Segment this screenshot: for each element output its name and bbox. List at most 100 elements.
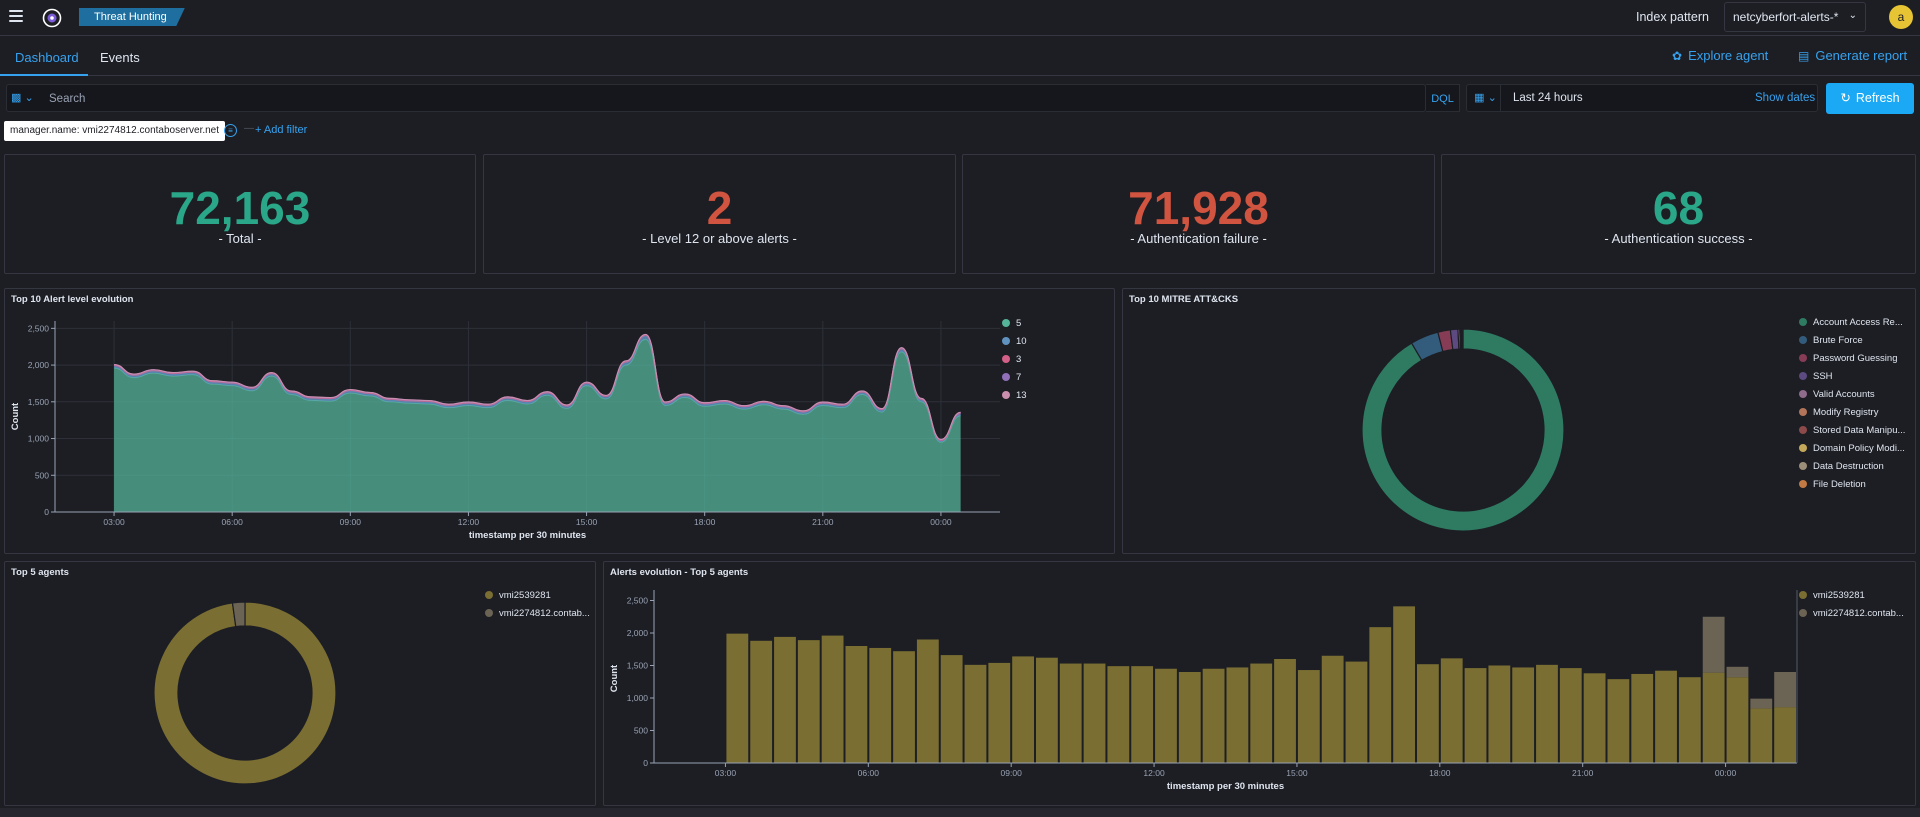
alert-level-evolution-panel: Top 10 Alert level evolution 0 500 1,000 1,… [4, 288, 1115, 554]
index-pattern-select[interactable]: netcyberfort-alerts-* ⌄ [1724, 2, 1866, 32]
dql-toggle-button[interactable]: DQL [1426, 84, 1460, 112]
search-input[interactable] [49, 89, 1419, 109]
legend-item[interactable]: SSH [1799, 367, 1905, 385]
legend-item[interactable]: Data Destruction [1799, 457, 1905, 475]
legend-label: 3 [1016, 353, 1022, 365]
legend-item[interactable]: Modify Registry [1799, 403, 1905, 421]
user-avatar[interactable]: a [1889, 5, 1913, 29]
saved-query-menu-button[interactable]: ▩ ⌄ [11, 92, 34, 104]
legend-swatch [1799, 444, 1807, 452]
x-tick-label: 09:00 [1001, 768, 1023, 778]
metric-label-auth-failure: - Authentication failure - [1130, 231, 1267, 246]
app-logo-icon[interactable] [42, 8, 62, 28]
legend-item[interactable]: vmi2274812.contab... [485, 604, 590, 622]
bar-series-vmi2274812 [1750, 698, 1773, 709]
filter-options-icon[interactable]: ≡ [224, 124, 237, 137]
metric-value-level12: 2 [706, 182, 733, 234]
legend-swatch [1799, 462, 1807, 470]
bar-series-vmi2539281 [869, 647, 892, 763]
donut-slice [231, 601, 246, 628]
legend-item[interactable]: Account Access Re... [1799, 313, 1905, 331]
refresh-icon: ↻ [1840, 91, 1851, 105]
x-tick-label: 12:00 [458, 517, 480, 527]
alert-level-area-chart: 0 500 1,000 1,500 2,000 2,500 03:00 06:00 09:00 1… [10, 321, 1000, 541]
x-tick-label: 21:00 [1572, 768, 1594, 778]
legend-item[interactable]: Valid Accounts [1799, 385, 1905, 403]
tab-dashboard[interactable]: Dashboard [15, 50, 79, 65]
legend-label: File Deletion [1813, 478, 1866, 490]
generate-report-button[interactable]: ▤ Generate report [1798, 48, 1907, 63]
menu-icon[interactable] [9, 10, 23, 22]
explore-agent-button[interactable]: ✿ Explore agent [1672, 48, 1768, 63]
panel-title: Alerts evolution - Top 5 agents [610, 567, 749, 578]
x-tick-label: 12:00 [1143, 768, 1165, 778]
legend-label: Modify Registry [1813, 406, 1879, 418]
legend-label: 7 [1016, 371, 1022, 383]
legend-item[interactable]: vmi2539281 [485, 586, 590, 604]
bar-series-vmi2539281 [916, 639, 939, 763]
y-tick-label: 500 [35, 470, 49, 480]
legend-label: Account Access Re... [1813, 316, 1903, 328]
mitre-donut-chart [1361, 328, 1565, 532]
legend-label: vmi2539281 [499, 589, 551, 601]
show-dates-link[interactable]: Show dates [1755, 92, 1816, 104]
add-filter-button[interactable]: + Add filter [255, 124, 308, 136]
panel-title: Top 10 MITRE ATT&CKS [1129, 294, 1239, 305]
legend-swatch [1002, 319, 1010, 327]
explore-agent-label: Explore agent [1688, 48, 1769, 63]
metric-value-auth-failure: 71,928 [1128, 182, 1269, 234]
legend-label: vmi2539281 [1813, 589, 1865, 601]
legend-item[interactable]: Brute Force [1799, 331, 1905, 349]
bar-series-vmi2539281 [1726, 677, 1749, 763]
legend-swatch [485, 591, 493, 599]
chevron-down-icon: ⌄ [1848, 10, 1857, 21]
date-range-text[interactable]: Last 24 hours [1513, 92, 1583, 104]
y-tick-label: 2,000 [627, 628, 649, 638]
top-bar: Threat Hunting Index pattern netcyberfor… [0, 0, 1920, 36]
legend-label: vmi2274812.contab... [1813, 607, 1904, 619]
bar-series-vmi2539281 [1178, 672, 1201, 763]
bar-series-vmi2539281 [1631, 673, 1654, 763]
legend-item[interactable]: File Deletion [1799, 475, 1905, 493]
legend-swatch [1799, 426, 1807, 434]
x-tick-label: 06:00 [222, 517, 244, 527]
legend-item[interactable]: 7 [1002, 368, 1027, 386]
alerts-evolution-agents-panel: Alerts evolution - Top 5 agents 0 500 1,00… [603, 561, 1916, 806]
legend-label: 13 [1016, 389, 1027, 401]
x-tick-label: 21:00 [812, 517, 834, 527]
bar-series-vmi2274812 [1702, 616, 1725, 673]
bar-series-vmi2539281 [1655, 670, 1677, 763]
legend-swatch [1799, 609, 1807, 617]
x-tick-label: 18:00 [694, 517, 716, 527]
legend-label: Stored Data Manipu... [1813, 424, 1906, 436]
mitre-attacks-panel: Top 10 MITRE ATT&CKS Account Access Re..… [1122, 288, 1916, 554]
legend-label: SSH [1813, 370, 1833, 382]
bar-series-vmi2539281 [988, 662, 1011, 763]
bar-series-vmi2539281 [750, 640, 773, 763]
legend-item[interactable]: 3 [1002, 350, 1027, 368]
legend-item[interactable]: 10 [1002, 332, 1027, 350]
legend-item[interactable]: vmi2539281 [1799, 586, 1904, 604]
bar-series-vmi2539281 [1702, 672, 1725, 763]
legend-item[interactable]: Stored Data Manipu... [1799, 421, 1905, 439]
bar-series-vmi2539281 [821, 635, 844, 763]
panel-title: Top 10 Alert level evolution [11, 294, 134, 305]
bar-series-vmi2539281 [726, 633, 749, 763]
app-breadcrumb-badge[interactable]: Threat Hunting [79, 8, 185, 26]
legend-item[interactable]: 5 [1002, 314, 1027, 332]
legend-label: Valid Accounts [1813, 388, 1875, 400]
legend-item[interactable]: 13 [1002, 386, 1027, 404]
legend-item[interactable]: Domain Policy Modi... [1799, 439, 1905, 457]
legend-label: 5 [1016, 317, 1022, 329]
legend-item[interactable]: Password Guessing [1799, 349, 1905, 367]
metric-label-auth-success: - Authentication success - [1604, 231, 1753, 246]
tab-events[interactable]: Events [100, 50, 140, 65]
calendar-icon[interactable]: ▦ ⌄ [1471, 85, 1501, 111]
refresh-button[interactable]: ↻ Refresh [1826, 83, 1914, 114]
filter-pill-manager-name[interactable]: manager.name: vmi2274812.contaboserver.n… [4, 121, 226, 141]
bar-series-vmi2539281 [1678, 677, 1701, 763]
legend-item[interactable]: vmi2274812.contab... [1799, 604, 1904, 622]
legend-swatch [1002, 355, 1010, 363]
x-tick-label: 09:00 [340, 517, 362, 527]
tabs-divider [0, 75, 1920, 76]
